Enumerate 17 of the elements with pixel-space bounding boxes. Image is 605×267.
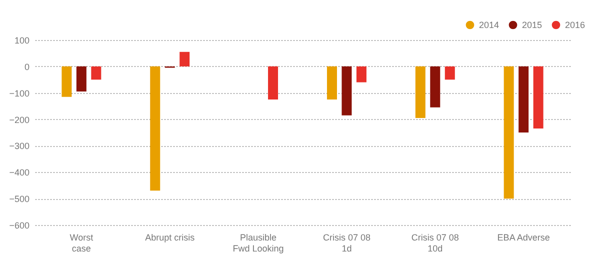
y-tick-label: −600 <box>9 220 30 230</box>
x-tick-label: Abrupt crisis <box>145 232 196 242</box>
y-tick-label: −100 <box>9 88 30 98</box>
y-tick-label: −400 <box>9 168 30 178</box>
x-tick-label: Plausible Fwd Looking <box>232 232 284 254</box>
legend-label: 2016 <box>565 20 586 30</box>
y-tick-label: 100 <box>14 36 30 46</box>
y-tick-label: −500 <box>9 194 30 204</box>
legend-label: 2015 <box>522 20 542 30</box>
y-tick-label: −200 <box>9 114 30 125</box>
x-tick-label: EBA Adverse <box>497 232 550 242</box>
x-tick-label: Crisis 07 08 1d <box>322 232 370 254</box>
y-tick-label: 0 <box>24 62 30 72</box>
x-tick-label: Crisis 07 08 10d <box>411 232 459 254</box>
legend-label: 2014 <box>479 20 500 30</box>
x-tick-label: Worst case <box>70 232 94 254</box>
y-tick-label: −300 <box>9 141 30 152</box>
